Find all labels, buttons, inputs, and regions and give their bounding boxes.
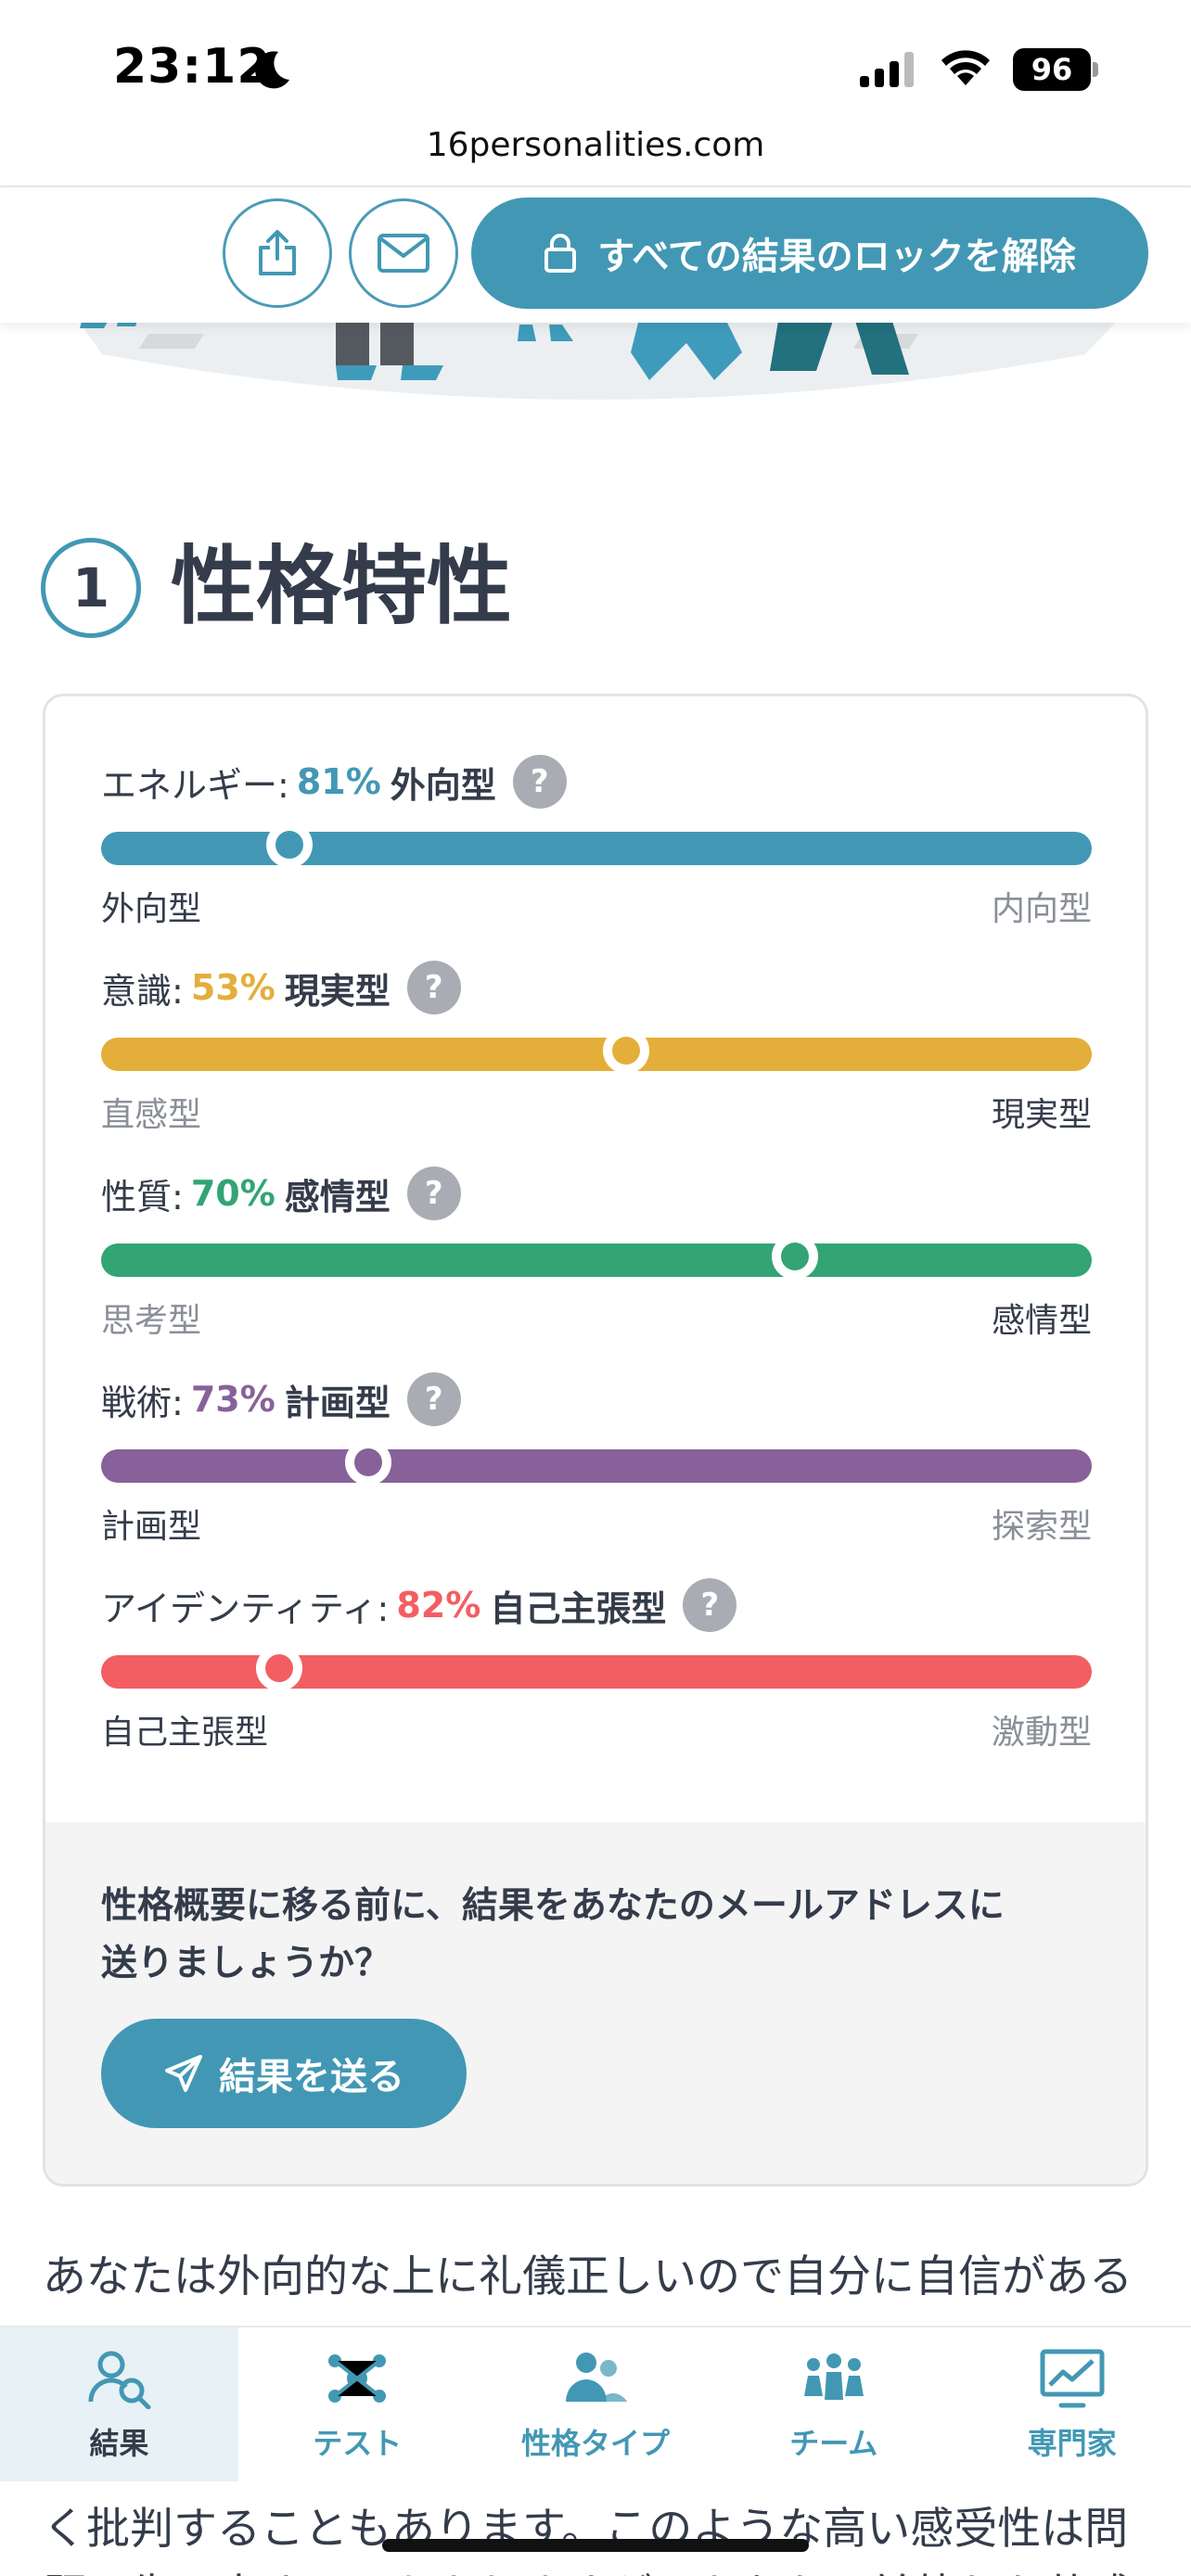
trait-heading: 性質: 70% 感情型 ? bbox=[101, 1166, 461, 1221]
status-bar: 23:12 96 16personalities.com bbox=[0, 0, 1191, 187]
trait-left-label: 思考型 bbox=[101, 1302, 202, 1340]
trait-left-label: 計画型 bbox=[101, 1508, 202, 1546]
trait-percent: 70% bbox=[190, 1173, 275, 1214]
nav-label-teams: チーム bbox=[789, 2426, 878, 2461]
help-icon[interactable]: ? bbox=[406, 1167, 461, 1220]
battery-cap bbox=[1093, 62, 1098, 77]
trait-percent: 82% bbox=[396, 1585, 481, 1626]
wifi-icon bbox=[941, 50, 990, 85]
share-button[interactable] bbox=[223, 198, 332, 308]
status-time: 23:12 bbox=[113, 39, 272, 95]
share-icon bbox=[259, 230, 296, 275]
trait-heading: エネルギー: 81% 外向型 ? bbox=[101, 754, 567, 810]
trait-category: 戦術: bbox=[101, 1382, 184, 1423]
description-paragraph: あなたは外向的な上に礼儀正しいので自分に自信がある bbox=[43, 2244, 1156, 2311]
trait-category: エネルギー: bbox=[101, 764, 289, 806]
unlock-label: すべての結果のロックを解除 bbox=[597, 236, 1076, 278]
email-results-panel: 性格概要に移る前に、結果をあなたのメールアドレスに 送りましょうか？ 結果を送る bbox=[45, 1822, 1146, 2184]
trait-bar bbox=[101, 822, 1092, 868]
trait-right-label: 探索型 bbox=[991, 1508, 1092, 1546]
trait-slider-knob bbox=[265, 822, 313, 868]
battery-level: 96 bbox=[1013, 48, 1091, 91]
trait-category: 性質: bbox=[101, 1176, 184, 1218]
trait-heading: アイデンティティ: 82% 自己主張型 ? bbox=[101, 1577, 737, 1633]
help-icon[interactable]: ? bbox=[512, 755, 567, 809]
home-indicator bbox=[382, 2539, 809, 2552]
send-icon bbox=[165, 2055, 202, 2092]
nav-item-results[interactable]: 結果 bbox=[0, 2327, 238, 2481]
nav-label-professional: 専門家 bbox=[1027, 2426, 1117, 2461]
email-prompt-line-2: 送りましょうか？ bbox=[101, 1943, 391, 1984]
trait-slider-knob bbox=[345, 1439, 392, 1486]
email-prompt-line-1: 性格概要に移る前に、結果をあなたのメールアドレスに bbox=[101, 1885, 1005, 1927]
traits-card: エネルギー: 81% 外向型 ? 外向型 内向型 意識: 53% 現実型 ? 直… bbox=[43, 694, 1148, 2187]
moon-icon bbox=[255, 51, 289, 89]
trait-percent: 73% bbox=[190, 1379, 275, 1420]
send-results-button[interactable]: 結果を送る bbox=[101, 2019, 467, 2128]
nav-label-test: テスト bbox=[313, 2426, 403, 2461]
personality-types-icon bbox=[565, 2353, 627, 2402]
test-icon bbox=[328, 2354, 387, 2403]
trait-heading: 戦術: 73% 計画型 ? bbox=[101, 1371, 461, 1427]
help-icon[interactable]: ? bbox=[406, 1372, 461, 1426]
trait-bar bbox=[101, 1233, 1092, 1280]
help-icon[interactable]: ? bbox=[683, 1578, 737, 1632]
results-icon bbox=[88, 2351, 151, 2409]
hero-illustration bbox=[74, 315, 1122, 400]
trait-right-label: 内向型 bbox=[991, 890, 1092, 928]
trait-percent: 53% bbox=[190, 967, 275, 1008]
trait-heading: 意識: 53% 現実型 ? bbox=[101, 960, 461, 1015]
nav-item-personality-types[interactable]: 性格タイプ bbox=[477, 2327, 715, 2481]
email-prompt-text: 性格概要に移る前に、結果をあなたのメールアドレスに 送りましょうか？ bbox=[101, 1878, 1103, 1993]
section-title: 性格特性 bbox=[171, 537, 513, 636]
nav-item-test[interactable]: テスト bbox=[238, 2327, 477, 2481]
bottom-navigation: 結果 テスト 性格タイプ チーム bbox=[0, 2326, 1191, 2481]
mail-icon bbox=[378, 234, 429, 273]
email-button[interactable] bbox=[349, 198, 458, 308]
trait-type: 計画型 bbox=[284, 1382, 391, 1423]
trait-type: 感情型 bbox=[284, 1176, 391, 1218]
action-bar: すべての結果のロックを解除 bbox=[0, 187, 1191, 323]
trait-type: 外向型 bbox=[390, 764, 496, 806]
paragraph-line-3: 題に生み出すこともありますが、あなたの並外れた共感 bbox=[43, 2563, 1156, 2576]
trait-type: 現実型 bbox=[284, 970, 391, 1012]
paragraph-line-1: あなたは外向的な上に礼儀正しいので自分に自信がある bbox=[43, 2251, 1133, 2302]
unlock-all-results-button[interactable]: すべての結果のロックを解除 bbox=[471, 198, 1148, 309]
url-divider bbox=[0, 185, 1191, 187]
cellular-signal-icon bbox=[860, 52, 914, 87]
trait-right-label: 激動型 bbox=[991, 1714, 1092, 1752]
nav-item-professional[interactable]: 専門家 bbox=[953, 2327, 1191, 2481]
trait-right-label: 感情型 bbox=[991, 1302, 1092, 1340]
trait-slider-knob bbox=[256, 1645, 303, 1691]
lock-icon bbox=[544, 234, 577, 273]
trait-slider-knob bbox=[771, 1233, 818, 1280]
help-icon[interactable]: ? bbox=[406, 961, 461, 1014]
trait-bar bbox=[101, 1027, 1092, 1074]
teams-icon bbox=[803, 2353, 864, 2400]
nav-item-teams[interactable]: チーム bbox=[714, 2327, 953, 2481]
trait-bar bbox=[101, 1645, 1092, 1691]
trait-left-label: 直感型 bbox=[101, 1096, 202, 1134]
trait-type: 自己主張型 bbox=[490, 1588, 667, 1629]
trait-right-label: 現実型 bbox=[991, 1096, 1092, 1134]
professional-icon bbox=[1040, 2349, 1105, 2408]
url-bar[interactable]: 16personalities.com bbox=[426, 126, 765, 164]
paragraph-line-2: く批判することもあります。このような高い感受性は問 bbox=[43, 2504, 1129, 2555]
trait-left-label: 外向型 bbox=[101, 890, 202, 928]
trait-category: 意識: bbox=[101, 970, 184, 1012]
trait-category: アイデンティティ: bbox=[101, 1588, 390, 1629]
battery-indicator: 96 bbox=[1013, 48, 1098, 91]
description-paragraph-continued: く批判することもあります。このような高い感受性は問 題に生み出すこともありますが… bbox=[43, 2496, 1156, 2576]
trait-slider-knob bbox=[603, 1027, 650, 1074]
trait-left-label: 自己主張型 bbox=[101, 1714, 269, 1752]
send-results-label: 結果を送る bbox=[219, 2056, 404, 2098]
nav-label-personality-types: 性格タイプ bbox=[520, 2426, 670, 2461]
section-number: 1 bbox=[41, 538, 141, 638]
trait-percent: 81% bbox=[296, 761, 381, 802]
trait-bar bbox=[101, 1439, 1092, 1486]
nav-label-results: 結果 bbox=[89, 2426, 149, 2461]
